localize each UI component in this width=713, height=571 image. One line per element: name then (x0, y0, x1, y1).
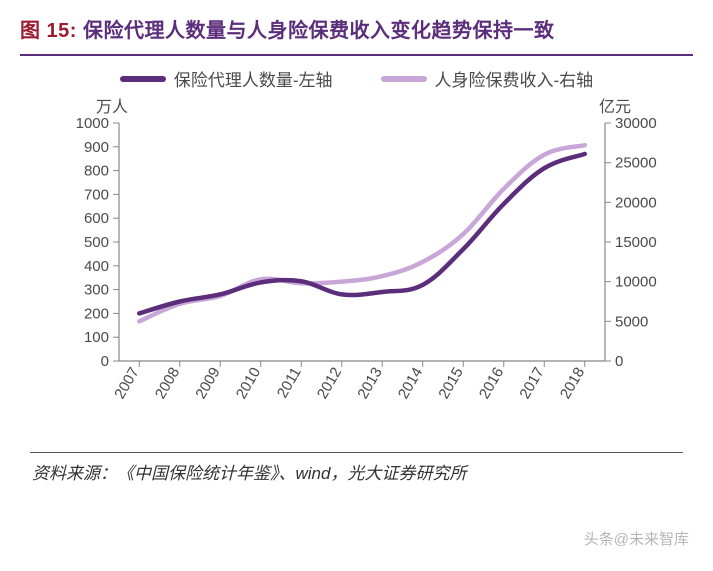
legend: 保险代理人数量-左轴 人身险保费收入-右轴 (20, 66, 693, 91)
svg-text:2011: 2011 (273, 365, 304, 401)
axis-titles: 万人 亿元 (20, 93, 693, 117)
legend-label-agents: 保险代理人数量-左轴 (174, 66, 333, 91)
svg-text:900: 900 (83, 139, 108, 156)
figure-title-line: 图 15: 保险代理人数量与人身险保费收入变化趋势保持一致 (20, 14, 693, 48)
svg-text:200: 200 (83, 305, 108, 322)
legend-swatch-agents (120, 76, 166, 82)
title-underline (20, 54, 693, 56)
svg-text:600: 600 (83, 210, 108, 227)
svg-text:25000: 25000 (615, 155, 657, 172)
svg-text:2007: 2007 (111, 365, 142, 402)
svg-text:500: 500 (83, 234, 108, 251)
right-axis-title: 亿元 (599, 93, 631, 117)
source-divider (30, 452, 683, 453)
svg-text:300: 300 (83, 282, 108, 299)
svg-text:2012: 2012 (313, 365, 344, 402)
svg-text:15000: 15000 (615, 234, 657, 251)
line-chart: 0100200300400500600700800900100005000100… (37, 117, 677, 437)
svg-text:100: 100 (83, 329, 108, 346)
svg-text:800: 800 (83, 163, 108, 180)
svg-text:20000: 20000 (615, 194, 657, 211)
svg-text:5000: 5000 (615, 313, 648, 330)
svg-text:0: 0 (100, 353, 108, 370)
svg-text:2018: 2018 (556, 365, 587, 402)
watermark: 头条@未来智库 (584, 528, 689, 549)
svg-text:2015: 2015 (435, 365, 466, 402)
legend-swatch-premium (381, 76, 427, 82)
svg-text:2013: 2013 (354, 365, 385, 402)
svg-text:2017: 2017 (516, 365, 547, 402)
source-text: 资料来源：《中国保险统计年鉴》、wind，光大证券研究所 (20, 459, 693, 484)
figure-container: 图 15: 保险代理人数量与人身险保费收入变化趋势保持一致 保险代理人数量-左轴… (0, 0, 713, 571)
svg-text:1000: 1000 (75, 117, 108, 132)
figure-title: 保险代理人数量与人身险保费收入变化趋势保持一致 (83, 20, 555, 42)
figure-number: 图 15: (20, 20, 77, 42)
svg-text:2010: 2010 (232, 365, 263, 402)
svg-text:400: 400 (83, 258, 108, 275)
svg-text:10000: 10000 (615, 274, 657, 291)
svg-text:2016: 2016 (475, 365, 506, 402)
legend-item-agents: 保险代理人数量-左轴 (120, 66, 333, 91)
left-axis-title: 万人 (96, 93, 128, 117)
legend-label-premium: 人身险保费收入-右轴 (435, 66, 594, 91)
chart-area: 0100200300400500600700800900100005000100… (37, 117, 677, 442)
svg-text:2008: 2008 (151, 365, 182, 402)
legend-item-premium: 人身险保费收入-右轴 (381, 66, 594, 91)
svg-text:30000: 30000 (615, 117, 657, 132)
svg-text:2009: 2009 (192, 365, 223, 402)
svg-text:0: 0 (615, 353, 623, 370)
svg-text:700: 700 (83, 186, 108, 203)
svg-text:2014: 2014 (394, 365, 425, 402)
